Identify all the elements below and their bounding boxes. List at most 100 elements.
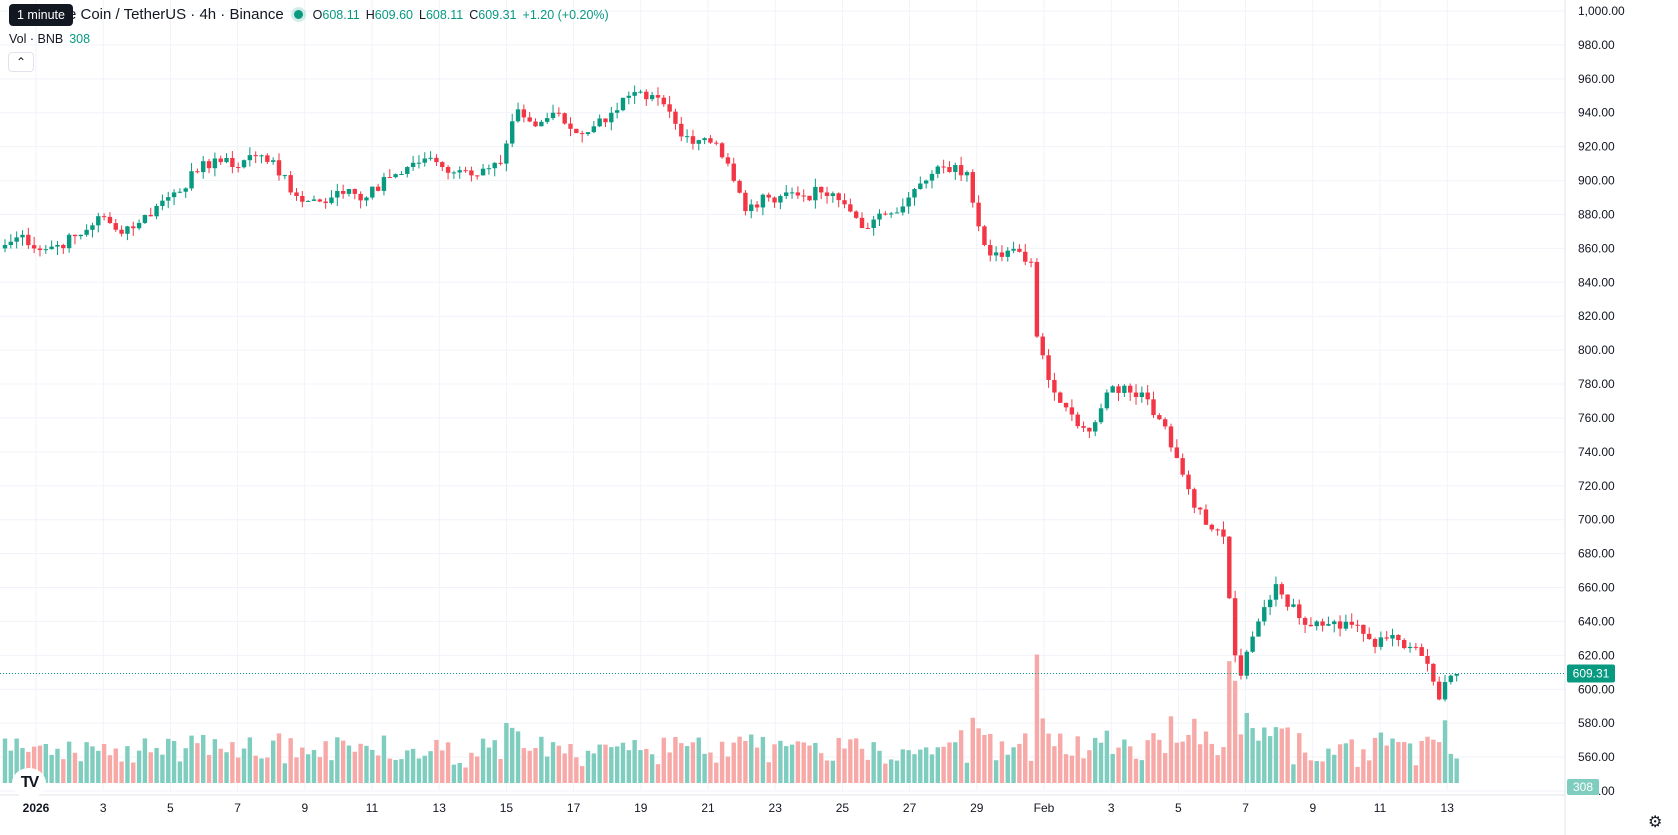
candle-body <box>1075 414 1080 427</box>
volume-bar <box>988 733 993 783</box>
candle-body <box>894 212 900 214</box>
volume-bar <box>603 744 608 783</box>
candle-body <box>918 183 923 190</box>
candle-body <box>690 136 696 144</box>
candle-body <box>533 121 538 127</box>
candle-body <box>807 195 812 201</box>
volume-bar <box>947 742 952 783</box>
volume-bar <box>632 739 637 783</box>
volume-value: 308 <box>69 32 91 46</box>
volume-bar <box>253 755 258 783</box>
volume-bar <box>1069 755 1075 783</box>
candle-body <box>311 199 317 201</box>
y-tick-label: 720.00 <box>1578 479 1615 493</box>
candle-body <box>772 197 777 203</box>
volume-bar <box>1367 760 1372 783</box>
candle-body <box>259 155 264 157</box>
volume-bar <box>1413 765 1419 783</box>
y-tick-label: 860.00 <box>1578 241 1615 255</box>
volume-bar <box>480 738 486 783</box>
volume-bar <box>1058 733 1063 783</box>
volume-bar <box>708 752 713 783</box>
candle-body <box>1436 681 1442 700</box>
volume-bar <box>335 737 340 783</box>
volume-bar <box>644 748 649 783</box>
volume-bar <box>492 740 497 783</box>
candle-body <box>154 206 159 217</box>
volume-bar <box>14 738 19 783</box>
tradingview-logo-icon[interactable]: TV <box>12 768 46 798</box>
volume-legend[interactable]: Vol · BNB 308 <box>9 32 90 46</box>
candle-body <box>55 245 60 247</box>
volume-bar <box>597 744 602 783</box>
volume-bar <box>166 738 171 783</box>
volume-bar <box>1110 753 1115 783</box>
candle-body <box>609 112 614 123</box>
volume-bar <box>661 737 666 783</box>
volume-bar <box>393 759 398 783</box>
candle-body <box>475 175 480 177</box>
volume-bar <box>510 727 515 783</box>
candle-body <box>1262 607 1267 622</box>
candle-body <box>1046 355 1051 380</box>
candle-body <box>131 226 136 229</box>
candle-body <box>49 246 54 250</box>
candle-body <box>1168 426 1174 448</box>
volume-bar <box>789 744 795 783</box>
candle-body <box>247 155 253 161</box>
candle-body <box>1402 640 1407 649</box>
symbol-title[interactable]: e Coin / TetherUS · 4h · Binance <box>68 6 284 23</box>
volume-bar <box>236 757 241 783</box>
candle-body <box>294 192 299 196</box>
volume-bar <box>853 738 859 783</box>
volume-bar <box>1244 712 1249 783</box>
volume-bar <box>655 764 661 783</box>
candle-body <box>1139 392 1145 398</box>
x-tick-label: 3 <box>100 801 107 815</box>
candle-body <box>486 168 492 170</box>
volume-bar <box>883 763 888 783</box>
candle-body <box>667 104 672 112</box>
volume-bar <box>527 750 532 783</box>
candle-body <box>1407 646 1413 649</box>
volume-bar <box>20 748 25 783</box>
volume-bar <box>795 741 801 783</box>
volume-bar <box>451 764 457 783</box>
candle-body <box>784 192 789 197</box>
volume-bar <box>515 731 521 783</box>
candle-body <box>206 161 212 169</box>
volume-bar <box>323 741 328 783</box>
candle-body <box>142 214 148 223</box>
candle-body <box>929 173 935 181</box>
symbol-legend: e Coin / TetherUS · 4h · Binance O608.11… <box>8 6 609 23</box>
volume-bar <box>562 753 567 783</box>
collapse-legend-button[interactable]: ⌃ <box>8 52 34 72</box>
candle-body <box>457 170 462 173</box>
candle-body <box>1250 636 1255 652</box>
interval-tooltip: 1 minute <box>9 4 73 26</box>
candle-body <box>387 177 392 179</box>
candle-body <box>1162 419 1168 427</box>
volume-bar <box>1093 737 1098 783</box>
candle-body <box>107 216 113 224</box>
candle-body <box>824 192 830 196</box>
settings-gear-icon[interactable]: ⚙ <box>1648 814 1663 831</box>
candle-body <box>8 241 14 245</box>
candle-body <box>836 193 841 201</box>
candle-body <box>305 200 311 202</box>
candle-body <box>1093 422 1098 432</box>
volume-bar <box>836 737 841 783</box>
candle-body <box>346 189 352 194</box>
candle-body <box>1110 386 1115 393</box>
volume-bar <box>1454 758 1459 783</box>
y-tick-label: 680.00 <box>1578 547 1615 561</box>
volume-bar <box>714 762 719 783</box>
volume-bar <box>37 745 43 783</box>
candle-body <box>1034 261 1040 337</box>
candle-body <box>340 190 346 194</box>
y-tick-label: 640.00 <box>1578 614 1615 628</box>
candle-body <box>428 157 433 159</box>
volume-bar <box>1157 739 1162 783</box>
candle-body <box>26 234 31 246</box>
